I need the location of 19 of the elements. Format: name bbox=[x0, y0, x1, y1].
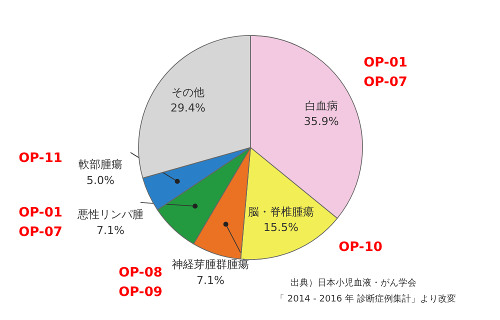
slice-label: その他 bbox=[171, 86, 204, 99]
slice-label: 悪性リンパ腫 bbox=[76, 208, 144, 222]
data-label: 5.0% bbox=[86, 174, 114, 187]
text: OP-01 OP-07 bbox=[364, 55, 408, 90]
slice-label: 白血病 bbox=[304, 100, 338, 113]
slice-label: 神経芽腫群腫瘍 bbox=[172, 258, 249, 272]
text: OP-10 bbox=[338, 240, 382, 255]
data-label: 7.1% bbox=[96, 224, 124, 237]
slice-label: 軟部腫瘍 bbox=[78, 158, 122, 172]
text: OP-11 bbox=[18, 151, 62, 166]
source-note: 出典）日本小児血液・がん学会 bbox=[290, 278, 416, 288]
data-label: 35.9% bbox=[304, 115, 339, 128]
slice-label: 脳・脊椎腫瘍 bbox=[248, 205, 314, 218]
data-label: 7.1% bbox=[196, 274, 224, 287]
data-label: 15.5% bbox=[263, 221, 298, 234]
text: OP-01 OP-07 bbox=[18, 205, 62, 240]
text: OP-08 OP-09 bbox=[118, 265, 162, 300]
data-label: 29.4% bbox=[170, 102, 206, 115]
text: 「 2014 - 2016 年 診断症例集計」より改変 bbox=[276, 294, 456, 304]
